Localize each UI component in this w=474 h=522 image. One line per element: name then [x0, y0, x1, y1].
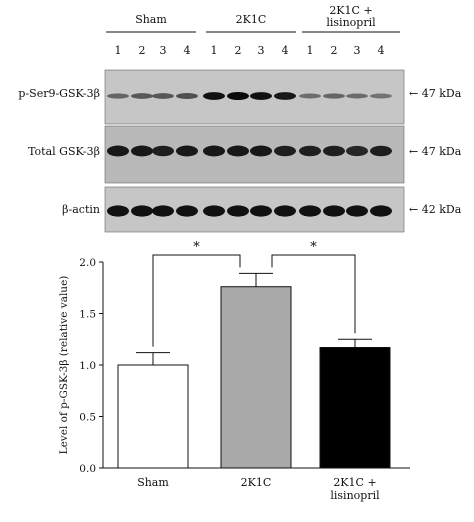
blot-band — [203, 92, 225, 100]
bar — [220, 286, 292, 469]
blot-band — [107, 145, 129, 157]
molecular-weight-marker: ← 47 kDa — [409, 145, 462, 158]
blot-band — [370, 93, 392, 99]
y-tick-label: 0.0 — [79, 463, 96, 475]
blot-band — [131, 205, 153, 217]
blot-band — [227, 91, 249, 101]
significance-label: * — [193, 240, 200, 255]
blot-band — [203, 145, 225, 157]
blot-band — [107, 93, 129, 99]
lane-number: 3 — [160, 44, 167, 57]
blot-band — [299, 93, 321, 99]
blot-row-label: β-actin — [62, 203, 100, 216]
blot-band — [323, 93, 345, 99]
blot-band — [152, 205, 174, 217]
blot-band — [227, 205, 249, 217]
blot-band — [227, 145, 249, 157]
blot-band — [250, 92, 272, 100]
lane-number: 1 — [115, 44, 122, 57]
lane-number: 4 — [282, 44, 289, 57]
x-category-label: lisinopril — [330, 489, 380, 502]
y-tick-label: 2.0 — [79, 257, 96, 269]
lane-number: 4 — [378, 44, 385, 57]
blot-band — [274, 205, 296, 217]
blot-band — [152, 93, 174, 99]
lane-number: 2 — [139, 44, 146, 57]
blot-band — [274, 145, 296, 157]
lane-number: 2 — [331, 44, 338, 57]
blot-band — [346, 205, 368, 217]
blot-band — [107, 205, 129, 217]
x-category-label: 2K1C — [241, 476, 272, 489]
blot-group-label: lisinopril — [326, 16, 376, 29]
blot-band — [299, 145, 321, 157]
lane-number: 3 — [354, 44, 361, 57]
y-axis-label: Level of p-GSK-3β (relative value) — [58, 276, 70, 455]
molecular-weight-marker: ← 42 kDa — [409, 203, 462, 216]
x-category-label: Sham — [137, 476, 169, 489]
blot-band — [323, 145, 345, 157]
significance-label: * — [310, 240, 317, 255]
blot-band — [370, 145, 392, 157]
blot-band — [203, 205, 225, 217]
blot-band — [176, 93, 198, 99]
bar — [319, 346, 391, 469]
lane-number: 1 — [211, 44, 218, 57]
blot-row-label: p-Ser9-GSK-3β — [18, 87, 100, 100]
blot-band — [274, 92, 296, 100]
blot-band — [176, 205, 198, 217]
blot-band — [152, 145, 174, 157]
y-tick-label: 1.0 — [79, 360, 96, 372]
blot-band — [131, 145, 153, 157]
y-tick-label: 1.5 — [79, 309, 96, 321]
blot-band — [346, 93, 368, 99]
significance-bracket — [152, 254, 241, 347]
lane-number: 3 — [258, 44, 265, 57]
lane-number: 1 — [307, 44, 314, 57]
x-category-label: 2K1C + — [333, 476, 376, 489]
blot-band — [299, 205, 321, 217]
blot-group-label: 2K1C + — [329, 4, 372, 17]
western-blot-panel: Sham 1 2 3 4 2K1C 1 2 3 4 2K1C +lisinopril 1 2 3 4 p-Se… — [18, 4, 462, 233]
blot-band — [250, 145, 272, 157]
blot-band — [323, 205, 345, 217]
blot-band — [370, 205, 392, 217]
blot-band — [131, 93, 153, 99]
blot-band — [346, 145, 368, 157]
bar-chart: 0.0 0.5 1.0 1.5 2.0 Level of p-GSK-3β (relati… — [58, 240, 410, 502]
significance-bracket — [271, 254, 356, 334]
y-tick-label: 0.5 — [79, 412, 96, 424]
blot-band — [250, 205, 272, 217]
blot-row-label: Total GSK-3β — [28, 145, 100, 158]
lane-number: 2 — [235, 44, 242, 57]
blot-band — [176, 145, 198, 157]
bar — [117, 364, 189, 469]
lane-number: 4 — [184, 44, 191, 57]
blot-group-label: 2K1C — [236, 13, 267, 26]
molecular-weight-marker: ← 47 kDa — [409, 87, 462, 100]
blot-group-label: Sham — [135, 13, 167, 26]
